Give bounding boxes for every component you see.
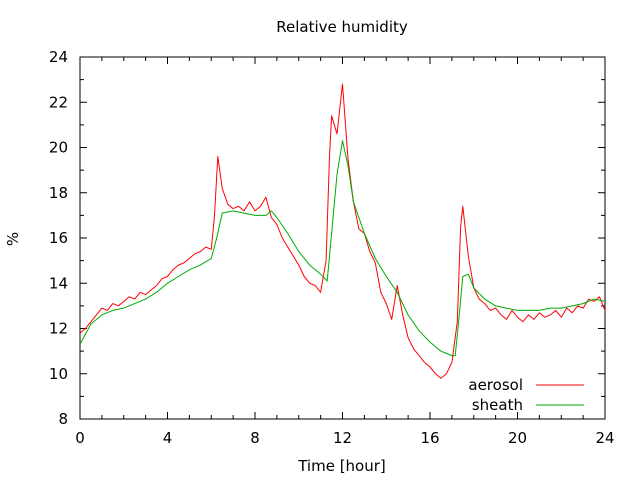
y-axis-label: % xyxy=(4,232,22,246)
legend-label-sheath: sheath xyxy=(472,396,523,414)
plot-area xyxy=(79,56,606,420)
x-tick-label: 8 xyxy=(250,429,260,447)
legend-label-aerosol: aerosol xyxy=(468,376,523,394)
axis-ticks: 0 4 8 12 16 20 24 8 10 12 14 16 18 20 22 24 xyxy=(49,48,615,447)
x-tick-label: 20 xyxy=(508,429,527,447)
y-tick-label: 16 xyxy=(49,229,68,247)
y-tick-label: 24 xyxy=(49,48,68,66)
x-tick-label: 24 xyxy=(595,429,614,447)
x-tick-label: 12 xyxy=(333,429,352,447)
plot-border xyxy=(79,56,606,420)
series-line-aerosol xyxy=(79,83,606,379)
y-tick-label: 14 xyxy=(49,274,68,292)
y-tick-label: 10 xyxy=(49,365,68,383)
y-tick-label: 20 xyxy=(49,139,68,157)
chart-title: Relative humidity xyxy=(276,18,408,36)
y-tick-label: 22 xyxy=(49,93,68,111)
x-tick-label: 4 xyxy=(163,429,173,447)
x-axis-label: Time [hour] xyxy=(297,457,386,475)
series-line-sheath xyxy=(79,140,606,357)
series-layer xyxy=(79,83,606,379)
y-tick-label: 18 xyxy=(49,184,68,202)
y-tick-label: 12 xyxy=(49,320,68,338)
x-tick-label: 16 xyxy=(420,429,439,447)
legend: aerosol sheath xyxy=(468,376,584,414)
y-tick-label: 8 xyxy=(58,410,68,428)
x-tick-label: 0 xyxy=(75,429,85,447)
